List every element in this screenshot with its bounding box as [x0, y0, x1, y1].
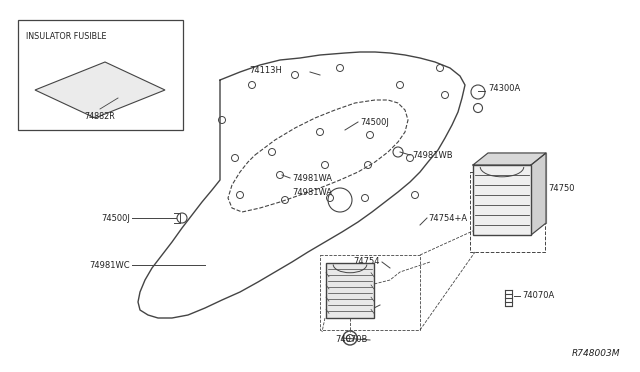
Text: 74500J: 74500J	[101, 214, 130, 222]
Text: 74500J: 74500J	[360, 118, 389, 126]
Text: 74070A: 74070A	[522, 292, 554, 301]
Polygon shape	[531, 153, 546, 235]
Text: 74113H: 74113H	[249, 65, 282, 74]
Text: 74300A: 74300A	[488, 83, 520, 93]
Text: 74981WB: 74981WB	[412, 151, 452, 160]
Text: 74070B: 74070B	[335, 336, 368, 344]
Text: 74750: 74750	[548, 183, 575, 192]
Text: 74981WA: 74981WA	[292, 187, 332, 196]
Bar	[320, 255, 420, 330]
Bar	[473, 165, 531, 235]
Text: 74882R: 74882R	[84, 112, 115, 121]
Text: R748003M: R748003M	[572, 349, 620, 358]
Bar	[18, 20, 183, 130]
Text: 74754: 74754	[353, 257, 380, 266]
Polygon shape	[473, 153, 546, 165]
Text: INSULATOR FUSIBLE: INSULATOR FUSIBLE	[26, 32, 106, 41]
Bar	[470, 172, 545, 252]
Polygon shape	[35, 62, 165, 118]
Polygon shape	[488, 153, 546, 223]
Text: 74981WA: 74981WA	[292, 173, 332, 183]
Bar	[326, 263, 374, 317]
Text: 74981WC: 74981WC	[90, 260, 130, 269]
Text: 74754+A: 74754+A	[428, 214, 467, 222]
Text: 74500J: 74500J	[339, 305, 368, 314]
